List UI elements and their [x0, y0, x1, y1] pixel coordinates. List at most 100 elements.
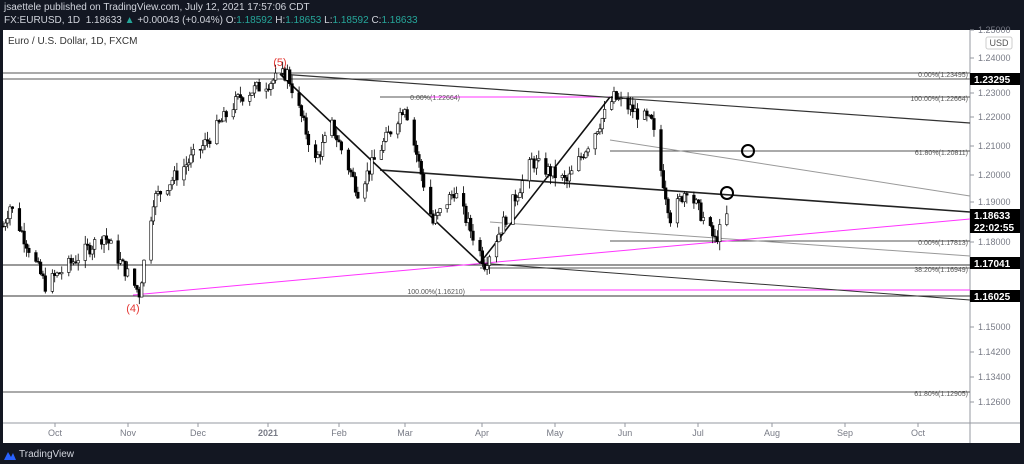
candle — [184, 156, 188, 175]
candle — [304, 112, 308, 140]
candle — [553, 159, 557, 187]
candle — [121, 258, 125, 262]
candle-body — [600, 118, 604, 130]
candle-body — [299, 105, 304, 117]
last-price: 1.18633 — [85, 15, 122, 26]
candle — [133, 268, 137, 288]
candle — [6, 210, 10, 229]
candle — [337, 135, 341, 143]
candle-body — [631, 104, 635, 113]
price-label-text: 1.18633 — [974, 211, 1011, 222]
price-labels: 1.23295 1.18633 1.17041 1.16025 22:02:55 — [970, 73, 1020, 303]
candle-body — [135, 285, 139, 290]
candle — [600, 117, 604, 135]
candle-body — [323, 135, 327, 143]
candle-body — [682, 193, 687, 203]
candle — [534, 155, 539, 175]
candle — [497, 226, 501, 243]
candle — [518, 188, 522, 198]
candle — [3, 219, 7, 231]
candle — [631, 97, 635, 119]
candle — [191, 143, 195, 163]
candle — [725, 205, 729, 227]
candle — [666, 197, 670, 219]
candle — [257, 78, 261, 92]
candle — [320, 134, 325, 161]
candle — [699, 199, 703, 222]
candle-body — [269, 83, 273, 90]
footer-brand[interactable]: TradingView — [19, 449, 75, 460]
candle-body — [619, 97, 623, 100]
price-chart[interactable]: Euro / U.S. Dollar, 1D, FXCM (5) (4) 0.0… — [0, 0, 1024, 444]
candle — [384, 126, 388, 143]
y-tick-label: 1.20000 — [978, 170, 1011, 180]
candle-body — [389, 131, 393, 135]
candle-body — [419, 160, 423, 175]
candle-body — [494, 241, 499, 258]
x-tick-label: 2021 — [258, 428, 278, 438]
candle-body — [645, 110, 649, 116]
candle — [436, 211, 440, 220]
candle — [708, 215, 712, 228]
low-label: L: — [324, 15, 333, 26]
candle-body — [661, 170, 665, 189]
candle — [478, 237, 482, 257]
candle-body — [93, 239, 97, 250]
candle — [189, 146, 193, 168]
candle-body — [527, 159, 531, 182]
high-label: H: — [275, 15, 286, 26]
candle — [203, 132, 207, 151]
candle-body — [595, 131, 600, 134]
candle-body — [598, 128, 602, 133]
candle — [299, 104, 304, 123]
candle-body — [165, 190, 170, 195]
candle-body — [422, 173, 426, 188]
candle-body — [563, 175, 567, 178]
fib-label: 38.20%(1.16949) — [914, 267, 968, 274]
candle-body — [224, 111, 228, 118]
candle — [379, 144, 383, 161]
x-tick-label: Oct — [911, 428, 926, 438]
symbol-label[interactable]: FX:EURUSD, 1D — [4, 15, 81, 26]
candle — [118, 252, 123, 266]
candle-body — [320, 142, 325, 157]
fib-label: 0.00%(1.23495) — [918, 72, 968, 79]
candle — [593, 132, 597, 155]
candle-body — [271, 79, 275, 84]
candle — [363, 181, 367, 202]
candle — [516, 195, 520, 206]
candle — [563, 170, 567, 185]
candle — [290, 75, 294, 99]
candle — [412, 117, 416, 153]
candle — [520, 174, 524, 199]
candle-body — [396, 123, 400, 135]
candle-body — [332, 119, 336, 136]
candle — [419, 158, 423, 182]
candle — [598, 123, 602, 135]
y-tick-label: 1.18000 — [978, 237, 1011, 247]
open-label: O: — [225, 15, 237, 26]
candle-body — [69, 258, 73, 264]
candle — [302, 110, 306, 121]
fib-label: 100.00%(1.22664) — [910, 96, 968, 103]
candle — [93, 237, 97, 258]
time-axis[interactable]: Oct Nov Dec 2021 Feb Mar Apr May Jun Jul Aug Sep Oct — [48, 423, 926, 438]
candle — [238, 86, 242, 103]
abc-wave-lines — [279, 73, 611, 265]
candle-body — [168, 184, 172, 191]
price-axis[interactable]: 1.25000 1.24000 1.23000 1.22000 1.21000 1.200… — [970, 25, 1011, 407]
drawings-layer — [3, 72, 971, 393]
candle-body — [414, 144, 419, 155]
candle-body — [149, 220, 153, 261]
candle-body — [445, 204, 449, 209]
candle-body — [379, 150, 383, 160]
candle-body — [351, 171, 355, 177]
candle-body — [346, 149, 351, 171]
candle-body — [577, 156, 581, 172]
trendline-mid — [379, 169, 971, 213]
candle — [102, 235, 106, 254]
currency-badge[interactable]: USD — [985, 36, 1013, 50]
candle — [353, 172, 358, 197]
candle — [219, 118, 224, 123]
candle-body — [34, 252, 38, 262]
